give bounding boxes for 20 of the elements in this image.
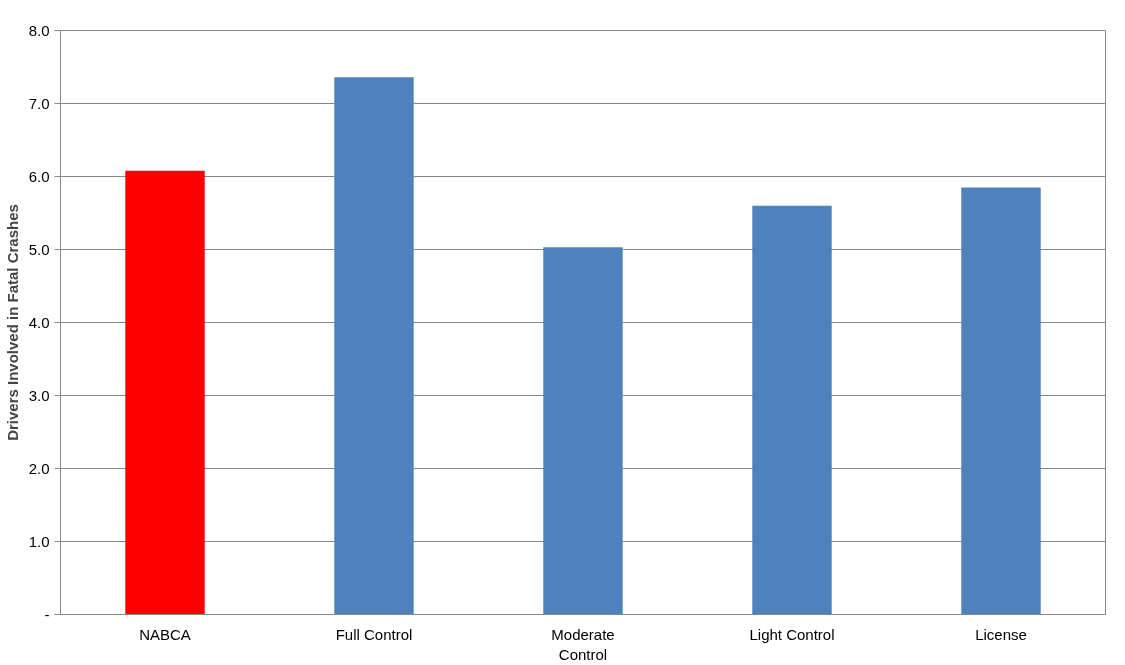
bar (961, 187, 1041, 615)
x-tick-label: Full Control (335, 625, 413, 643)
bar (334, 77, 414, 615)
bar (125, 170, 205, 615)
y-tick-label: 7.0 (28, 94, 50, 112)
y-tick-label: 3.0 (28, 386, 50, 404)
y-tick-label: 5.0 (28, 240, 50, 258)
y-tick-label: 8.0 (28, 21, 50, 39)
x-tick-label: Light Control (749, 625, 835, 643)
y-tick-label: - (44, 605, 50, 623)
x-tick-label: NABCA (139, 625, 191, 643)
x-tick-label: Moderate Control (551, 625, 615, 663)
x-tick-label: License (975, 625, 1027, 643)
bar (543, 247, 623, 615)
bar (752, 205, 832, 615)
y-axis-title: Drivers Involved in Fatal Crashes (3, 204, 21, 441)
y-tick-label: 4.0 (28, 313, 50, 331)
y-tick-label: 2.0 (28, 459, 50, 477)
y-tick-label: 6.0 (28, 167, 50, 185)
y-tick-label: 1.0 (28, 532, 50, 550)
